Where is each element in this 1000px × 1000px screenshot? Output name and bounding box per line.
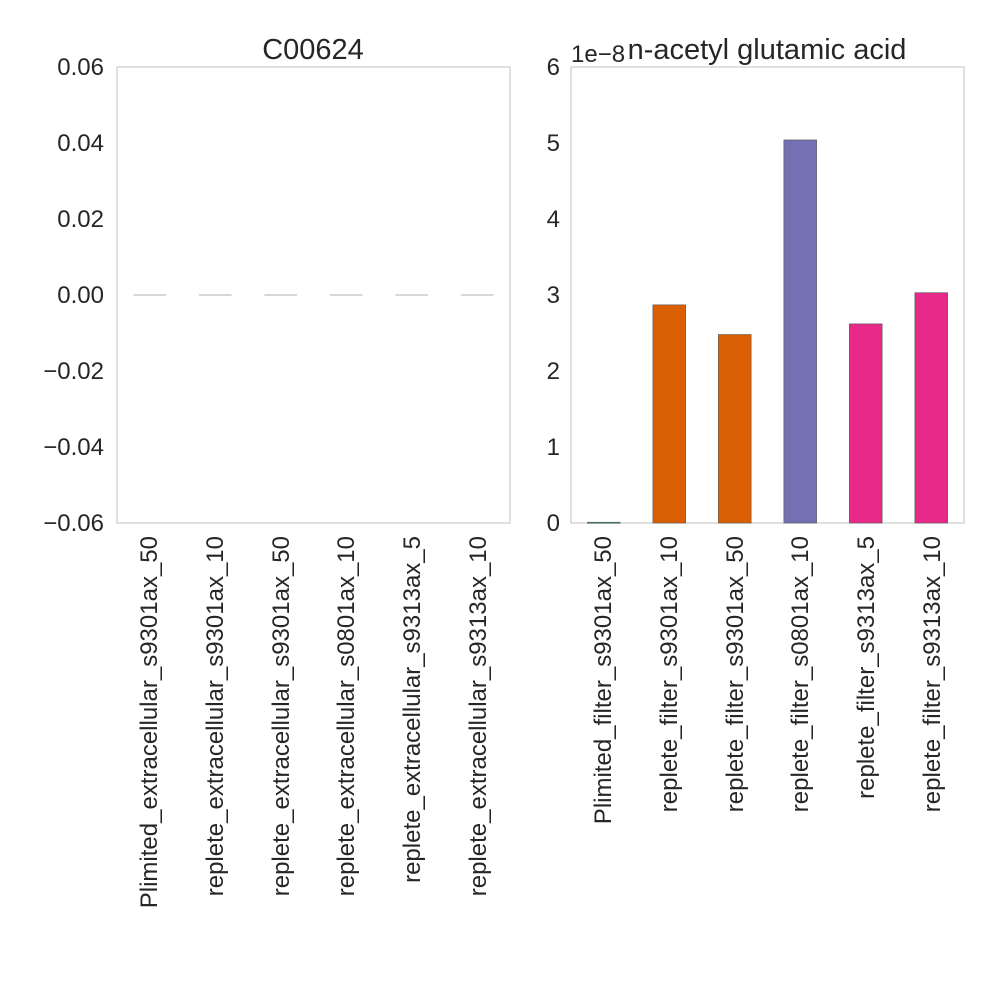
chart-title: C00624	[262, 34, 364, 66]
bar	[849, 323, 883, 524]
plot-area-frame	[116, 66, 511, 524]
x-tick-label: replete_filter_s9313ax_5	[853, 536, 880, 799]
x-tick-label: replete_extracellular_s9301ax_10	[202, 536, 229, 896]
y-tick-label: 0.02	[57, 206, 104, 233]
y-tick-label: 0.04	[57, 130, 104, 157]
y-axis: 6 5 4 3 2 1 0	[547, 54, 560, 537]
y-axis: 0.06 0.04 0.02 0.00 −0.02 −0.04 −0.06	[43, 54, 104, 537]
x-tick-label: Plimited_filter_s9301ax_50	[590, 536, 617, 824]
y-tick-label: 2	[547, 358, 560, 385]
bar	[783, 139, 817, 524]
x-axis: Plimited_extracellular_s9301ax_50 replet…	[136, 536, 492, 908]
bars	[587, 139, 948, 524]
x-tick-label: replete_extracellular_s9301ax_50	[268, 536, 295, 896]
x-tick-label: replete_extracellular_s0801ax_10	[333, 536, 360, 896]
x-axis: Plimited_filter_s9301ax_50 replete_filte…	[590, 536, 946, 824]
x-tick-label: replete_filter_s9301ax_10	[656, 536, 683, 812]
plot-area-frame	[570, 66, 965, 524]
y-tick-label: −0.06	[43, 510, 104, 537]
y-tick-label: −0.04	[43, 434, 104, 461]
y-tick-label: 5	[547, 130, 560, 157]
x-tick-label: Plimited_extracellular_s9301ax_50	[136, 536, 163, 908]
bar	[914, 292, 948, 524]
x-tick-label: replete_filter_s9313ax_10	[919, 536, 946, 812]
y-tick-label: 0.00	[57, 282, 104, 309]
y-axis-offset-text: 1e−8	[571, 41, 625, 68]
chart-panel-n-acetyl-glutamic-acid: n-acetyl glutamic acid 1e−8 6 5 4 3 2 1 …	[547, 34, 965, 824]
x-tick-label: replete_extracellular_s9313ax_5	[399, 536, 426, 883]
y-tick-label: 3	[547, 282, 560, 309]
y-tick-label: 6	[547, 54, 560, 81]
bar	[652, 304, 686, 524]
chart-title: n-acetyl glutamic acid	[628, 34, 907, 66]
y-tick-label: −0.02	[43, 358, 104, 385]
bar	[718, 334, 752, 524]
y-tick-label: 4	[547, 206, 560, 233]
x-tick-label: replete_filter_s9301ax_50	[722, 536, 749, 812]
chart-panel-c00624: C00624 0.06 0.04 0.02 0.00 −0.02 −0.04 −…	[43, 34, 511, 908]
y-tick-label: 0	[547, 510, 560, 537]
y-tick-label: 1	[547, 434, 560, 461]
bar	[587, 521, 621, 524]
x-tick-label: replete_extracellular_s9313ax_10	[465, 536, 492, 896]
x-tick-label: replete_filter_s0801ax_10	[787, 536, 814, 812]
y-tick-label: 0.06	[57, 54, 104, 81]
